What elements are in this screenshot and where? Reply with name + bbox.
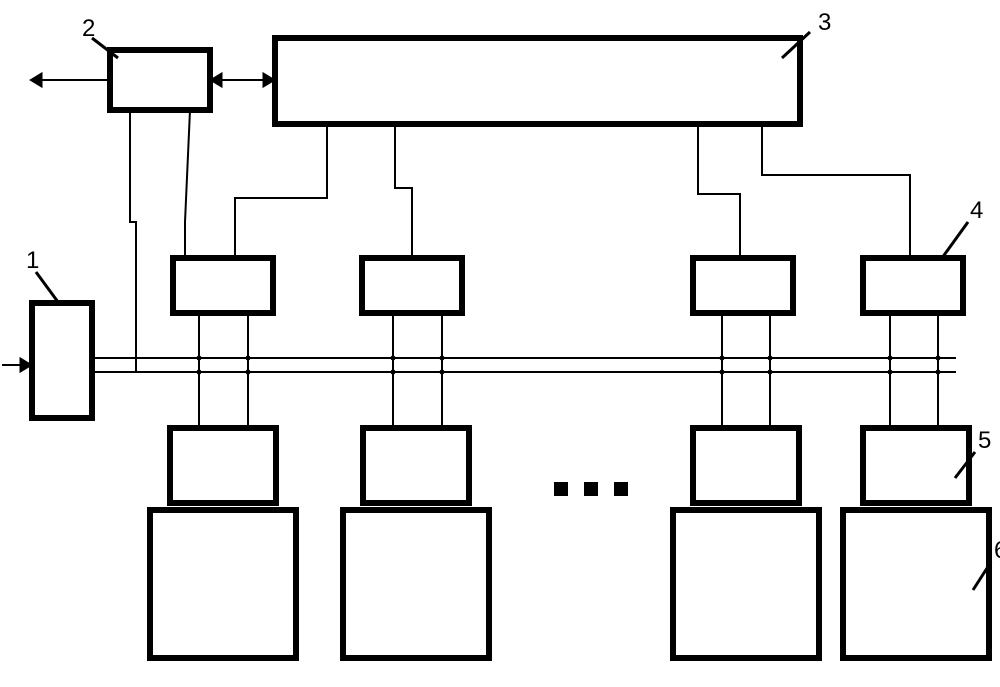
label-4: 4 [970,197,983,224]
box2 [110,50,210,110]
col3_mid [693,428,799,503]
label-3: 3 [818,9,831,36]
ellipsis-dot [614,482,628,496]
col4_mid [863,428,969,503]
box1 [32,303,92,418]
label-6: 6 [994,537,1000,564]
leader-1 [36,272,58,302]
col4_bot [843,510,989,658]
label-5: 5 [978,427,991,454]
label-1: 1 [26,247,39,274]
leader-4 [942,222,968,258]
col1_bot [150,510,296,658]
col2_bot [343,510,489,658]
col2_mid [363,428,469,503]
col2_top [362,258,462,313]
col1_top [173,258,273,313]
ellipsis-dot [584,482,598,496]
box3 [275,38,800,124]
ellipsis-dot [554,482,568,496]
col4_top [863,258,963,313]
col3_top [693,258,793,313]
col3_bot [673,510,819,658]
col1_mid [170,428,276,503]
